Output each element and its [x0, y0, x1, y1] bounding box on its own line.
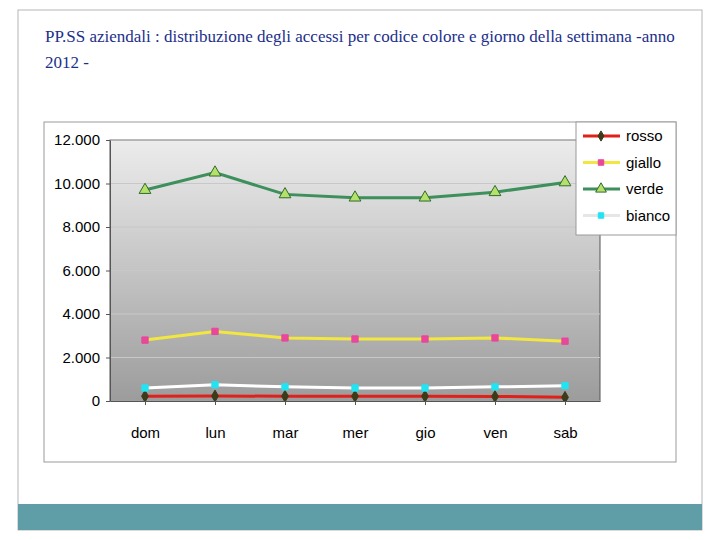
grid-line: [110, 270, 600, 271]
footer-band: [18, 504, 702, 530]
y-tick-label: 12.000: [54, 131, 100, 148]
grid-line: [110, 227, 600, 228]
series-marker: [282, 335, 288, 341]
series-marker: [209, 166, 221, 176]
chart: PP.SS aziendali : distribuzione degli ac…: [0, 0, 720, 540]
y-tick-mark: [106, 358, 110, 359]
legend-marker: [598, 160, 603, 165]
series-marker: [422, 390, 429, 401]
slide-border: [18, 10, 702, 530]
x-tick: sab: [553, 401, 577, 441]
series-marker: [492, 335, 498, 341]
x-tick-mark: [495, 401, 496, 405]
series-line: [145, 331, 565, 341]
x-tick-label: gio: [415, 424, 435, 441]
legend-label: verde: [626, 180, 664, 197]
series-marker: [562, 383, 568, 389]
legend-label: bianco: [626, 207, 670, 224]
grid-line: [110, 314, 600, 315]
y-axis-line: [110, 141, 111, 402]
x-tick: gio: [415, 401, 435, 441]
x-tick-label: sab: [553, 424, 577, 441]
x-tick-mark: [425, 401, 426, 405]
legend-label: rosso: [626, 127, 663, 144]
series-marker: [279, 188, 291, 198]
series-marker: [212, 328, 218, 334]
x-tick: lun: [205, 401, 225, 441]
y-tick-label: 10.000: [54, 175, 100, 192]
series-marker: [212, 382, 218, 388]
y-tick-label: 8.000: [62, 218, 100, 235]
y-tick-mark: [106, 184, 110, 185]
x-tick-label: dom: [131, 424, 160, 441]
x-tick: mar: [273, 401, 299, 441]
y-tick-label: 4.000: [62, 305, 100, 322]
legend-marker: [598, 213, 603, 218]
x-tick: ven: [483, 401, 507, 441]
series-marker: [562, 391, 569, 401]
grid: [110, 140, 600, 401]
grid-line: [110, 183, 600, 184]
chart-frame: [44, 122, 676, 462]
legend: rosso giallo verde bianco: [576, 122, 676, 235]
x-tick: mer: [343, 401, 369, 441]
series-marker: [142, 385, 148, 391]
y-tick: 2.000: [62, 349, 110, 366]
grid-line: [110, 357, 600, 358]
legend-box: [576, 122, 676, 235]
y-tick-mark: [106, 271, 110, 272]
x-axis: dom lun mar mer gio ven sab: [111, 401, 601, 441]
x-tick-mark: [355, 401, 356, 405]
x-tick: dom: [131, 401, 160, 441]
y-tick-mark: [106, 227, 110, 228]
y-axis: 0 2.000 4.000 6.000 8.000 10.000 12.000: [54, 131, 110, 409]
y-tick: 12.000: [54, 131, 110, 148]
marks: [139, 166, 571, 401]
series-marker: [422, 336, 428, 342]
legend-label: giallo: [626, 154, 661, 171]
y-tick-mark: [106, 401, 110, 402]
series-marker: [139, 183, 151, 193]
y-tick-label: 0: [92, 392, 100, 409]
legend-marker: [596, 183, 607, 192]
series-marker: [212, 390, 219, 401]
series-marker: [352, 390, 359, 401]
series-marker: [562, 338, 568, 344]
y-tick: 8.000: [62, 218, 110, 235]
grid-line: [110, 140, 600, 141]
series-marker: [142, 337, 148, 343]
title: PP.SS aziendali : distribuzione degli ac…: [45, 27, 675, 72]
y-tick: 0: [92, 392, 110, 409]
series-marker: [559, 176, 571, 186]
series-marker: [489, 185, 501, 195]
series-marker: [282, 390, 289, 401]
x-tick-mark: [145, 401, 146, 405]
series-marker: [419, 191, 431, 201]
y-tick: 4.000: [62, 305, 110, 322]
series-marker: [492, 384, 498, 390]
x-tick-label: ven: [483, 424, 507, 441]
x-tick-mark: [285, 401, 286, 405]
y-tick-label: 6.000: [62, 262, 100, 279]
series-marker: [422, 385, 428, 391]
series-marker: [352, 336, 358, 342]
legend-marker: [598, 131, 604, 141]
x-tick-label: lun: [205, 424, 225, 441]
y-tick-label: 2.000: [62, 349, 100, 366]
y-tick: 10.000: [54, 175, 110, 192]
x-tick-mark: [215, 401, 216, 405]
series-marker: [492, 391, 499, 401]
y-tick-mark: [106, 314, 110, 315]
y-tick: 6.000: [62, 262, 110, 279]
x-tick-label: mar: [273, 424, 299, 441]
series-marker: [349, 191, 361, 201]
series-marker: [282, 384, 288, 390]
series-marker: [142, 390, 149, 401]
series-marker: [352, 385, 358, 391]
x-tick-label: mer: [343, 424, 369, 441]
plot-area: [110, 140, 600, 401]
x-tick-mark: [565, 401, 566, 405]
y-tick-mark: [106, 140, 110, 141]
